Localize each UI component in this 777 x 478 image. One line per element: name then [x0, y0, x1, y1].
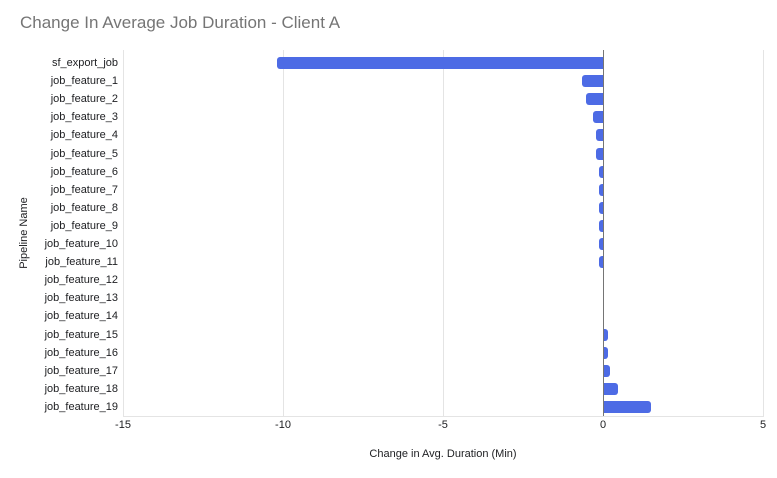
bar-job_feature_2 — [586, 93, 603, 106]
bar-job_feature_1 — [582, 75, 603, 88]
bar-job_feature_7 — [598, 183, 603, 196]
x-axis-tick--5: -5 — [438, 419, 448, 431]
y-axis-label-job_feature_13: job_feature_13 — [44, 292, 118, 305]
bar-job_feature_5 — [595, 147, 603, 160]
gridline-x--15 — [123, 50, 124, 416]
plot-area — [123, 50, 764, 417]
y-axis-label-job_feature_8: job_feature_8 — [50, 201, 118, 214]
bar-job_feature_6 — [598, 165, 603, 178]
bar-job_feature_9 — [598, 219, 603, 232]
y-axis-label-job_feature_2: job_feature_2 — [50, 93, 118, 106]
bar-job_feature_19 — [603, 400, 651, 413]
y-axis-label-job_feature_17: job_feature_17 — [44, 364, 118, 377]
gridline-x--5 — [443, 50, 444, 416]
y-axis-label-job_feature_9: job_feature_9 — [50, 219, 118, 232]
bar-job_feature_16 — [603, 346, 608, 359]
y-axis-label-job_feature_1: job_feature_1 — [50, 75, 118, 88]
y-axis-label-job_feature_14: job_feature_14 — [44, 310, 118, 323]
x-axis-tick--15: -15 — [115, 419, 131, 431]
bar-job_feature_4 — [595, 129, 603, 142]
x-axis-tick-0: 0 — [599, 419, 607, 431]
y-axis-label-job_feature_3: job_feature_3 — [50, 111, 118, 124]
chart-title: Change In Average Job Duration - Client … — [20, 13, 341, 32]
y-axis-label-job_feature_10: job_feature_10 — [44, 238, 118, 250]
y-axis-label-sf_export_job: sf_export_job — [51, 57, 118, 69]
y-axis-label-job_feature_19: job_feature_19 — [44, 400, 118, 413]
zero-axis-line — [603, 50, 604, 416]
gridline-x--10 — [283, 50, 284, 416]
bar-job_feature_17 — [603, 364, 611, 377]
x-axis-baseline — [123, 416, 764, 417]
y-axis-label-job_feature_5: job_feature_5 — [50, 147, 118, 160]
gridline-x-5 — [763, 50, 764, 416]
y-axis-label-job_feature_12: job_feature_12 — [44, 274, 118, 287]
bar-job_feature_18 — [603, 382, 619, 395]
y-axis-label-job_feature_15: job_feature_15 — [44, 328, 118, 341]
bar-job_feature_3 — [593, 111, 603, 124]
y-axis-label-job_feature_6: job_feature_6 — [50, 165, 118, 178]
bar-job_feature_11 — [598, 256, 603, 269]
bar-sf_export_job — [276, 57, 603, 70]
y-axis-label-job_feature_18: job_feature_18 — [44, 382, 118, 395]
bar-job_feature_15 — [603, 328, 608, 341]
bar-job_feature_10 — [598, 238, 603, 251]
y-axis-label-job_feature_7: job_feature_7 — [50, 183, 118, 196]
y-axis-label-job_feature_16: job_feature_16 — [44, 346, 118, 359]
bar-job_feature_8 — [598, 201, 603, 214]
y-axis-label-job_feature_11: job_feature_11 — [45, 256, 118, 269]
x-axis-tick-5: 5 — [759, 419, 767, 431]
y-axis-label-job_feature_4: job_feature_4 — [50, 129, 118, 142]
x-axis-tick--10: -10 — [275, 419, 291, 431]
x-axis-title: Change in Avg. Duration (Min) — [369, 448, 517, 460]
